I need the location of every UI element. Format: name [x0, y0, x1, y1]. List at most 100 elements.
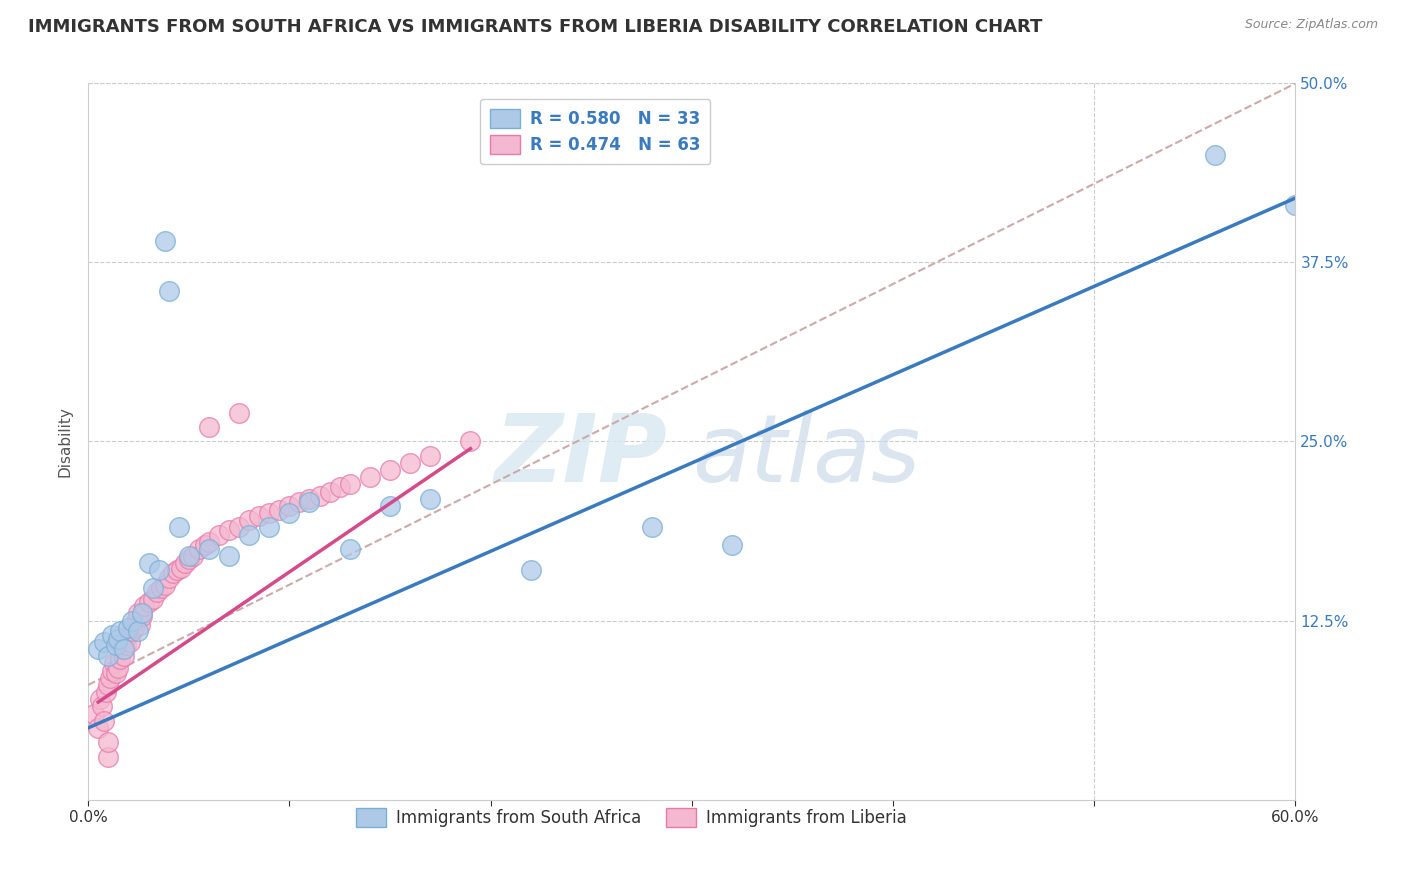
Point — [378, 499, 401, 513]
Point — [1284, 198, 1306, 212]
Point — [138, 595, 160, 609]
Point — [83, 706, 105, 721]
Point — [520, 563, 543, 577]
Text: IMMIGRANTS FROM SOUTH AFRICA VS IMMIGRANTS FROM LIBERIA DISABILITY CORRELATION C: IMMIGRANTS FROM SOUTH AFRICA VS IMMIGRAN… — [28, 18, 1042, 36]
Point — [131, 607, 153, 621]
Point — [110, 624, 132, 638]
Point — [194, 538, 217, 552]
Point — [177, 552, 200, 566]
Point — [288, 494, 311, 508]
Point — [187, 541, 209, 556]
Point — [127, 607, 149, 621]
Point — [198, 420, 221, 434]
Point — [87, 721, 110, 735]
Point — [145, 585, 167, 599]
Text: atlas: atlas — [692, 410, 920, 501]
Point — [112, 649, 135, 664]
Point — [121, 614, 143, 628]
Point — [96, 685, 118, 699]
Point — [157, 284, 180, 298]
Point — [238, 527, 260, 541]
Point — [103, 657, 125, 671]
Point — [247, 508, 270, 523]
Point — [97, 735, 120, 749]
Point — [101, 664, 124, 678]
Point — [1204, 148, 1226, 162]
Point — [298, 491, 321, 506]
Point — [308, 489, 330, 503]
Text: ZIP: ZIP — [495, 409, 668, 502]
Point — [339, 477, 361, 491]
Point — [153, 577, 176, 591]
Point — [228, 406, 250, 420]
Point — [218, 549, 240, 563]
Point — [89, 692, 111, 706]
Point — [115, 638, 138, 652]
Point — [419, 491, 441, 506]
Point — [173, 556, 195, 570]
Point — [93, 714, 115, 728]
Point — [121, 624, 143, 638]
Point — [419, 449, 441, 463]
Point — [87, 642, 110, 657]
Point — [298, 494, 321, 508]
Point — [167, 520, 190, 534]
Point — [318, 484, 340, 499]
Point — [153, 234, 176, 248]
Point — [141, 592, 163, 607]
Point — [91, 699, 114, 714]
Point — [198, 534, 221, 549]
Point — [170, 560, 193, 574]
Point — [111, 642, 134, 657]
Point — [141, 581, 163, 595]
Point — [131, 609, 153, 624]
Point — [93, 635, 115, 649]
Point — [120, 635, 142, 649]
Point — [721, 538, 744, 552]
Point — [399, 456, 422, 470]
Point — [460, 434, 482, 449]
Point — [105, 666, 128, 681]
Y-axis label: Disability: Disability — [58, 406, 72, 477]
Point — [127, 624, 149, 638]
Point — [97, 678, 120, 692]
Text: Source: ZipAtlas.com: Source: ZipAtlas.com — [1244, 18, 1378, 31]
Point — [157, 570, 180, 584]
Point — [117, 628, 139, 642]
Point — [110, 652, 132, 666]
Point — [134, 599, 156, 614]
Point — [269, 503, 291, 517]
Point — [112, 642, 135, 657]
Point — [107, 632, 129, 647]
Point — [97, 749, 120, 764]
Legend: Immigrants from South Africa, Immigrants from Liberia: Immigrants from South Africa, Immigrants… — [349, 802, 914, 834]
Point — [181, 549, 204, 563]
Point — [129, 617, 152, 632]
Point — [125, 614, 148, 628]
Point — [97, 649, 120, 664]
Point — [238, 513, 260, 527]
Point — [117, 621, 139, 635]
Point — [278, 506, 301, 520]
Point — [124, 621, 146, 635]
Point — [339, 541, 361, 556]
Point — [329, 480, 352, 494]
Point — [98, 671, 121, 685]
Point — [378, 463, 401, 477]
Point — [138, 556, 160, 570]
Point — [228, 520, 250, 534]
Point — [148, 563, 170, 577]
Point — [257, 520, 280, 534]
Point — [101, 628, 124, 642]
Point — [162, 566, 184, 581]
Point — [105, 638, 128, 652]
Point — [166, 563, 188, 577]
Point — [177, 549, 200, 563]
Point — [198, 541, 221, 556]
Point — [107, 661, 129, 675]
Point — [640, 520, 662, 534]
Point — [149, 581, 172, 595]
Point — [278, 499, 301, 513]
Point — [208, 527, 231, 541]
Point — [257, 506, 280, 520]
